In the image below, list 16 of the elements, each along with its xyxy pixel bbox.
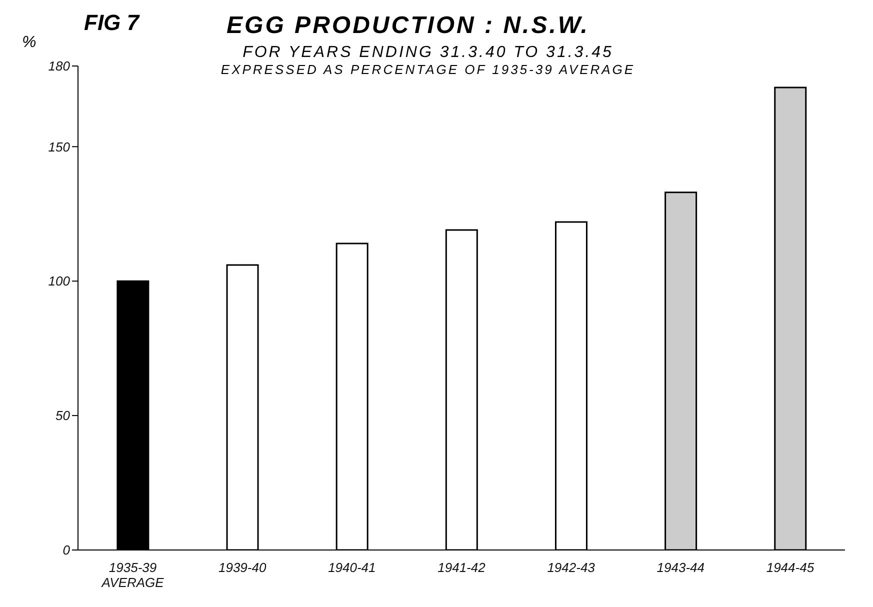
x-tick-label: 1935-39 AVERAGE (100, 560, 164, 590)
caption: FIG 7 (84, 10, 140, 36)
y-tick-label: 50 (56, 408, 71, 424)
x-tick-label: 1939-40 (218, 560, 267, 575)
y-tick-label: 0 (62, 542, 71, 558)
y-tick-label: 180 (48, 58, 71, 74)
chart-subtitle: FOR YEARS ENDING 31.3.40 TO 31.3.45 EXPRESSED AS PERCENTAGE OF 1935-39 AVERAGE (220, 44, 636, 77)
x-tick-label: 1944-45 (766, 560, 815, 575)
y-axis-title: % (22, 34, 36, 52)
x-tick-label: 1941-42 (438, 560, 486, 575)
x-tick-label: 1942-43 (547, 560, 596, 575)
x-tick-label: 1940-41 (328, 560, 376, 575)
x-tick-label: 1943-44 (656, 560, 704, 575)
chart-title: EGG PRODUCTION : N.S.W. (226, 12, 590, 40)
y-tick-label: 100 (48, 274, 71, 289)
y-tick-label: 150 (48, 139, 71, 154)
